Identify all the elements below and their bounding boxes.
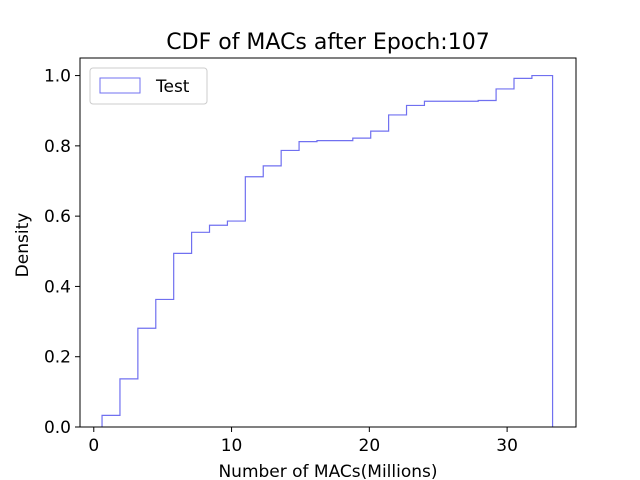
- legend-box: [89, 67, 208, 105]
- y-tick-label: 1.0: [44, 67, 71, 87]
- x-tick-label: 20: [359, 436, 381, 456]
- x-tick-label: 30: [496, 436, 518, 456]
- legend-label-test: Test: [155, 77, 190, 97]
- series-line-test: [101, 74, 554, 427]
- y-tick-label: 0.8: [44, 137, 71, 157]
- legend: Test: [89, 67, 208, 105]
- y-tick-label: 0.0: [44, 418, 71, 438]
- series-layer: [101, 74, 554, 427]
- legend-swatch-test: [99, 77, 141, 94]
- y-axis-label: Density: [13, 213, 33, 278]
- chart-title: CDF of MACs after Epoch:107: [166, 30, 489, 55]
- y-tick-label: 0.2: [44, 348, 71, 368]
- x-tick-label: 10: [221, 436, 243, 456]
- plot-area: 0 10 20 30 0.0 0.2 0.4 0.6 0.8 1.0: [44, 57, 577, 456]
- y-ticks: 0.0 0.2 0.4 0.6 0.8 1.0: [44, 67, 80, 438]
- x-axis-label: Number of MACs(Millions): [218, 462, 437, 480]
- x-tick-label: 0: [88, 436, 99, 456]
- y-tick-label: 0.4: [44, 277, 71, 297]
- axes-frame: [79, 57, 577, 428]
- x-ticks: 0 10 20 30: [88, 427, 518, 456]
- y-tick-label: 0.6: [44, 207, 71, 227]
